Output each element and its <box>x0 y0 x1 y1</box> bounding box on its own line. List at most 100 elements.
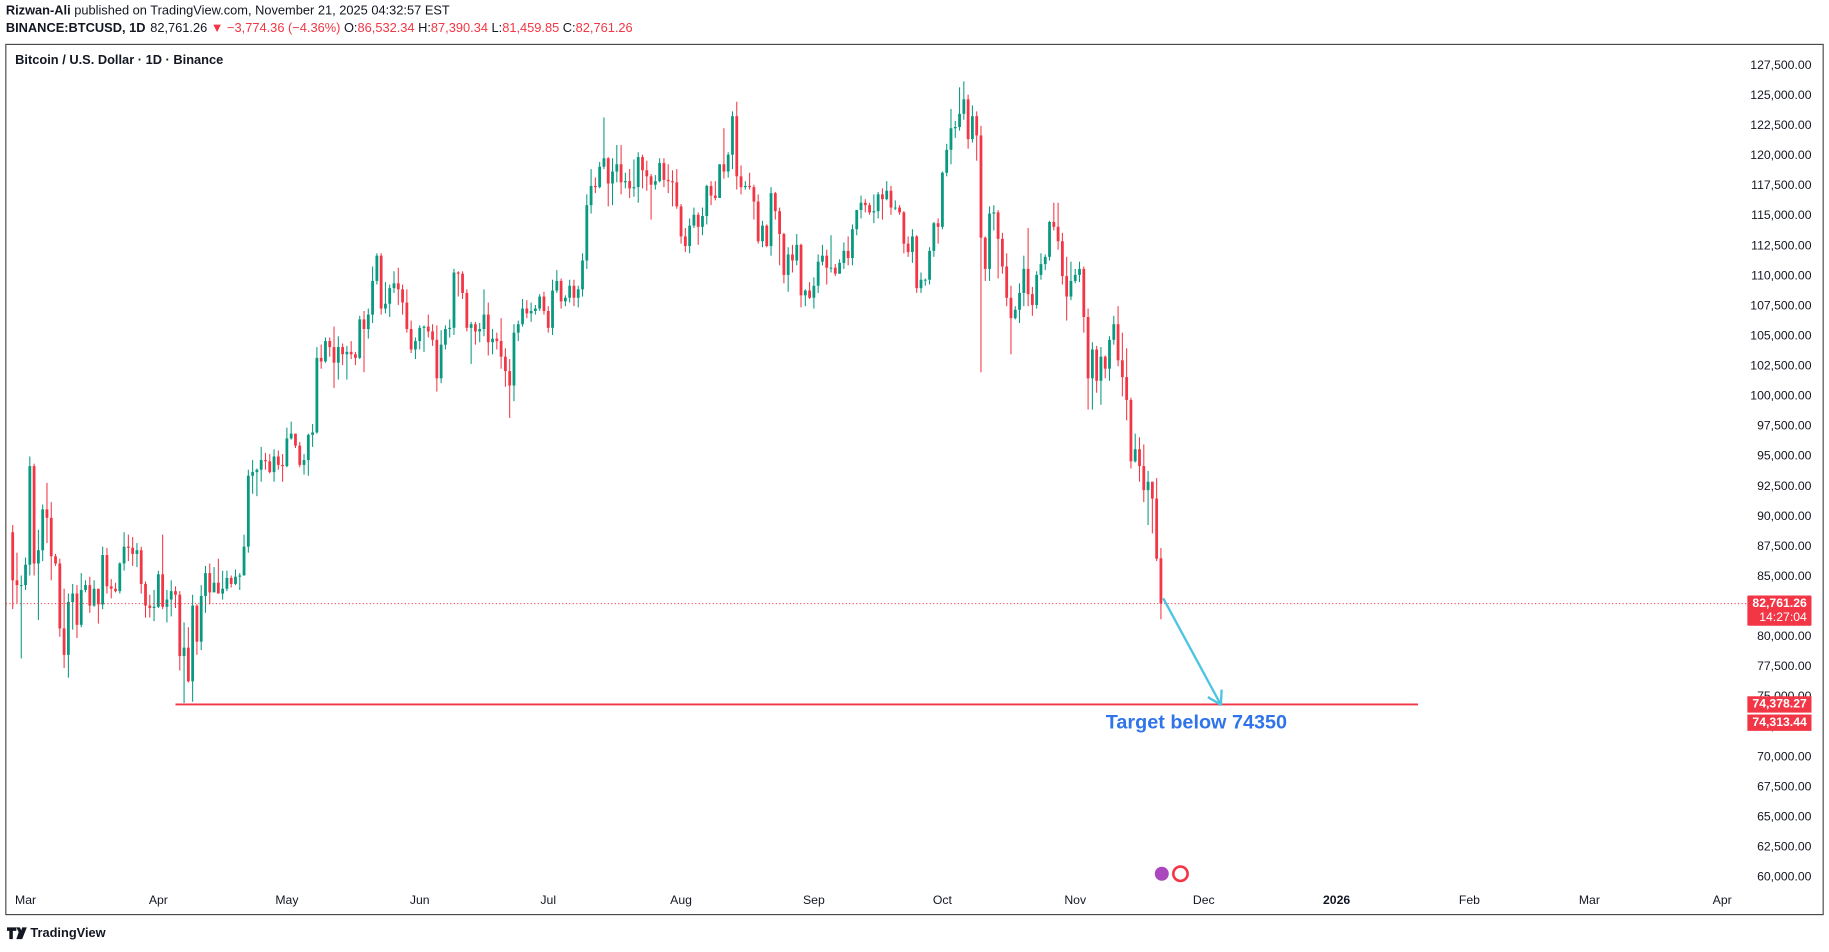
y-tick-label: 70,000.00 <box>1757 749 1812 763</box>
event-icon[interactable] <box>1154 866 1169 881</box>
level-label: 74,313.44 <box>1752 715 1807 729</box>
candle-body <box>928 250 931 280</box>
y-tick-label: 87,500.00 <box>1757 539 1812 553</box>
candle-body <box>863 202 867 206</box>
candle-body <box>1099 356 1103 381</box>
candle-body <box>375 255 379 281</box>
candle-body <box>388 288 392 304</box>
published-info: published on TradingView.com, November 2… <box>74 3 450 18</box>
candle-body <box>821 255 824 262</box>
candle-body <box>825 255 829 268</box>
y-tick-label: 125,000.00 <box>1750 88 1811 102</box>
candle-body <box>512 332 516 386</box>
candle-body <box>431 331 434 340</box>
footer-logo[interactable]: TradingView <box>6 925 106 940</box>
candle-body <box>49 517 53 557</box>
candle-body <box>932 223 936 251</box>
candle-body <box>688 225 692 247</box>
candle-body <box>174 591 177 595</box>
candle-body <box>623 181 627 183</box>
countdown-label: 14:27:04 <box>1759 610 1807 624</box>
candle-body <box>808 290 811 298</box>
candle-body <box>264 460 267 462</box>
candle-body <box>396 283 400 290</box>
candle-body <box>294 433 297 446</box>
candle-body <box>469 324 473 328</box>
candle-body <box>816 261 820 286</box>
ohlc-key: L: <box>491 21 502 36</box>
x-tick-label: Jul <box>540 893 556 907</box>
candle-body <box>936 223 940 227</box>
candle-body <box>521 308 524 325</box>
candle-body <box>75 593 79 625</box>
candle-body <box>332 347 336 363</box>
chart-title: Bitcoin / U.S. Dollar · 1D · Binance <box>15 52 223 67</box>
candle-body <box>354 354 357 358</box>
y-tick-label: 127,500.00 <box>1750 58 1811 72</box>
candle-body <box>384 303 387 309</box>
candle-body <box>1030 294 1034 305</box>
candle-body <box>24 564 27 586</box>
y-tick-label: 77,500.00 <box>1757 659 1812 673</box>
candle-body <box>289 433 293 439</box>
candle-body <box>298 445 302 465</box>
candle-body <box>1112 324 1116 340</box>
candle-body <box>975 116 979 136</box>
candle-body <box>731 116 734 155</box>
candle-body <box>851 229 854 259</box>
candle-body <box>923 279 927 281</box>
candle-body <box>1116 324 1120 361</box>
ohlc-value: 87,390.34 <box>431 21 488 36</box>
candle-body <box>722 164 726 172</box>
candle-body <box>1001 238 1004 267</box>
candle-body <box>992 212 996 214</box>
candle-body <box>615 164 619 172</box>
candle-body <box>619 164 623 183</box>
candle-body <box>156 574 160 607</box>
candle-body <box>152 606 156 608</box>
candle-body <box>465 292 469 328</box>
candle-body <box>1048 222 1051 257</box>
candle-body <box>1150 481 1154 499</box>
candle-body <box>178 594 182 657</box>
candle-body <box>1060 241 1064 277</box>
candle-body <box>11 532 15 581</box>
candle-body <box>1013 309 1017 319</box>
candle-body <box>144 583 147 606</box>
candle-body <box>803 290 807 296</box>
candle-body <box>846 250 850 259</box>
candle-body <box>709 185 713 196</box>
candle-body <box>491 338 494 343</box>
x-tick-label: Jun <box>410 893 430 907</box>
y-tick-label: 120,000.00 <box>1750 148 1811 162</box>
candle-body <box>118 563 122 592</box>
candle-body <box>516 324 520 333</box>
candle-body <box>529 310 533 314</box>
candle-body <box>598 166 602 188</box>
candle-body <box>319 357 323 362</box>
candle-body <box>581 260 584 290</box>
ohlc-value: 86,532.34 <box>357 21 414 36</box>
candle-body <box>478 329 482 332</box>
candle-body <box>131 547 135 554</box>
candle-body <box>971 116 974 140</box>
candle-body <box>645 170 649 177</box>
candle-body <box>675 182 679 207</box>
candle-body <box>1052 222 1056 227</box>
candle-body <box>769 193 773 247</box>
candle-body <box>444 329 447 345</box>
candle-body <box>898 207 901 213</box>
candle-body <box>915 236 919 289</box>
candle-body <box>204 573 207 596</box>
candle-body <box>576 289 580 298</box>
candle-body <box>953 127 957 129</box>
candle-body <box>246 475 250 547</box>
candle-body <box>311 432 314 435</box>
candle-body <box>838 262 841 274</box>
candle-body <box>345 351 349 355</box>
candle-body <box>885 190 889 200</box>
event-icons[interactable] <box>1154 863 1191 884</box>
candle-body <box>833 267 837 274</box>
candle-body <box>41 509 45 551</box>
